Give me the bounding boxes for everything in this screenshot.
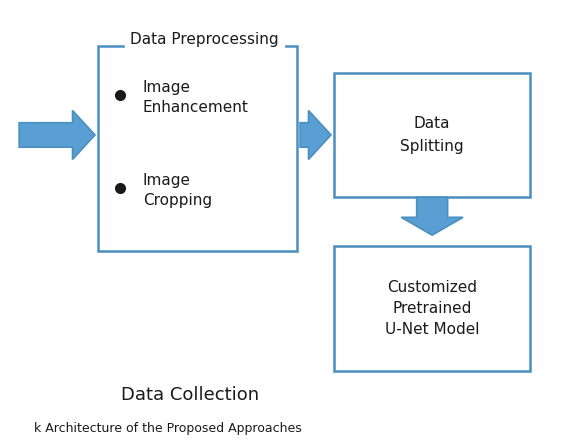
FancyArrow shape xyxy=(300,111,331,159)
FancyBboxPatch shape xyxy=(334,246,530,371)
FancyArrow shape xyxy=(401,197,463,235)
Text: k Architecture of the Proposed Approaches: k Architecture of the Proposed Approache… xyxy=(34,422,302,435)
Text: Data Preprocessing: Data Preprocessing xyxy=(130,32,279,47)
Text: Image
Enhancement: Image Enhancement xyxy=(143,80,249,115)
FancyBboxPatch shape xyxy=(98,46,297,251)
Text: Data Collection: Data Collection xyxy=(122,387,259,405)
FancyBboxPatch shape xyxy=(334,73,530,197)
FancyArrow shape xyxy=(19,111,95,159)
Text: Data
Splitting: Data Splitting xyxy=(400,116,464,154)
Text: Customized
Pretrained
U-Net Model: Customized Pretrained U-Net Model xyxy=(385,280,479,337)
Text: Image
Cropping: Image Cropping xyxy=(143,173,212,208)
